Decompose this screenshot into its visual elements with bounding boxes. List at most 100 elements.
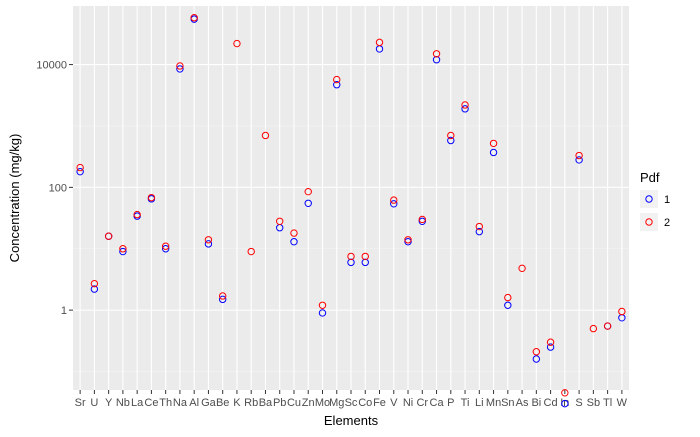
data-point-series-1 [304, 199, 312, 207]
data-point-series-2 [190, 14, 198, 22]
y-tick-label: 10000 [36, 60, 67, 72]
legend-title: Pdf [640, 170, 660, 185]
data-point-series-1 [489, 148, 498, 157]
legend: Pdf 1 2 [640, 170, 670, 231]
x-tick-label: Nb [116, 397, 130, 409]
x-tick-label: Ce [144, 397, 158, 409]
data-point-series-1 [461, 105, 469, 113]
data-point-series-2 [218, 292, 227, 300]
data-point-series-2 [589, 324, 598, 333]
data-point-series-2 [447, 131, 455, 140]
data-point-series-1 [161, 245, 170, 253]
data-point-series-2 [304, 187, 312, 196]
data-point-series-2 [618, 307, 626, 316]
data-point-series-2 [104, 232, 113, 240]
data-point-series-2 [119, 245, 127, 253]
x-tick-label: Ni [403, 397, 413, 409]
x-tick-label: Cr [416, 397, 428, 409]
data-point-series-2 [333, 75, 341, 84]
x-tick-label: S [575, 397, 582, 409]
x-tick-label: Zn [302, 397, 315, 409]
data-point-series-1 [290, 238, 298, 246]
legend-key-marker [645, 195, 653, 203]
x-tick-label: Cu [287, 397, 301, 409]
data-point-series-1 [404, 238, 412, 246]
x-tick-label: Cd [544, 397, 558, 409]
grid-lines [73, 6, 629, 390]
data-point-series-1 [90, 285, 99, 293]
x-tick-label: W [617, 397, 628, 409]
data-point-series-1 [546, 343, 555, 351]
data-point-series-1 [504, 301, 512, 309]
x-tick-label: Ba [259, 397, 273, 409]
data-point-series-2 [247, 247, 255, 256]
data-point-series-1 [561, 399, 569, 408]
data-point-series-2 [532, 348, 541, 356]
x-tick-label: Sr [75, 397, 86, 409]
x-tick-label: In [560, 397, 569, 409]
x-tick-label: Ca [430, 397, 445, 409]
data-point-series-1 [532, 355, 541, 363]
y-axis: 1 100 10000 [36, 60, 73, 317]
data-point-series-2 [475, 222, 484, 231]
data-point-series-2 [290, 229, 298, 237]
x-tick-label: Sn [501, 397, 514, 409]
data-point-series-2 [76, 163, 84, 172]
legend-label: 1 [664, 194, 670, 206]
data-point-series-1 [475, 227, 484, 236]
data-point-series-1 [318, 309, 327, 317]
y-tick-label: 100 [49, 182, 67, 194]
data-point-series-1 [76, 167, 84, 176]
x-tick-label: As [516, 397, 529, 409]
data-point-series-2 [375, 38, 384, 47]
x-tick-label: Al [189, 397, 199, 409]
x-tick-label: Ga [201, 397, 217, 409]
x-tick-label: Co [358, 397, 372, 409]
x-tick-label: Pb [273, 397, 286, 409]
data-point-series-2 [404, 236, 412, 244]
data-point-series-2 [518, 264, 526, 273]
data-point-series-2 [489, 139, 498, 148]
x-tick-label: Bi [531, 397, 541, 409]
data-point-series-2 [504, 293, 512, 302]
data-point-series-2 [461, 101, 469, 109]
data-point-series-2 [361, 252, 369, 261]
data-point-series-2 [261, 131, 270, 140]
x-tick-label: Sc [345, 397, 358, 409]
x-tick-label: U [90, 397, 98, 409]
legend-key-background [640, 190, 658, 208]
legend-label: 2 [664, 217, 670, 229]
x-tick-label: Th [159, 397, 172, 409]
x-tick-label: K [233, 397, 241, 409]
x-tick-label: Y [105, 397, 113, 409]
legend-key-marker [645, 218, 653, 226]
x-tick-label: Rb [244, 397, 258, 409]
x-tick-label: Li [475, 397, 484, 409]
x-tick-label: Fe [373, 397, 386, 409]
x-tick-label: La [131, 397, 144, 409]
x-tick-label: Be [216, 397, 229, 409]
data-point-series-2 [147, 193, 156, 202]
data-point-series-2 [90, 279, 99, 288]
y-tick-label: 1 [61, 305, 67, 317]
data-point-series-2 [133, 210, 141, 219]
data-point-series-2 [432, 50, 441, 58]
data-point-series-1 [218, 295, 227, 304]
data-points [76, 14, 626, 408]
x-tick-label: Mn [486, 397, 501, 409]
legend-key-background [640, 213, 658, 231]
data-point-series-1 [447, 136, 455, 145]
data-point-series-2 [418, 215, 426, 224]
data-point-series-2 [276, 217, 284, 225]
data-point-series-1 [119, 247, 127, 256]
data-point-series-2 [318, 301, 327, 309]
data-point-series-2 [575, 151, 583, 160]
data-point-series-2 [161, 242, 170, 250]
x-tick-label: P [447, 397, 454, 409]
data-point-series-2 [390, 196, 398, 204]
x-tick-label: V [390, 397, 398, 409]
data-point-series-2 [546, 338, 555, 346]
data-point-series-2 [603, 322, 612, 330]
